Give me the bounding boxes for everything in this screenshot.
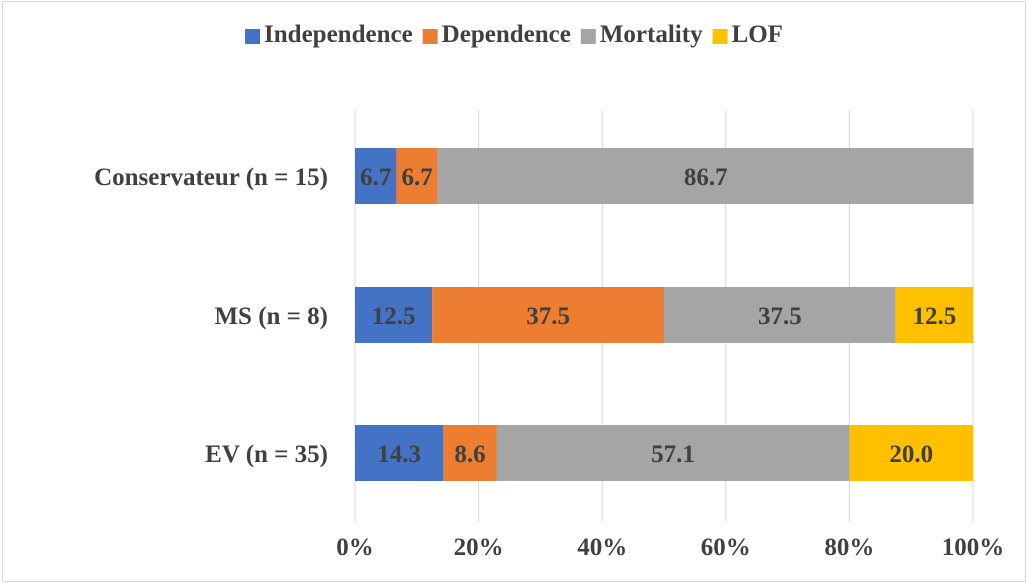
x-tick-label: 0%	[336, 534, 374, 561]
bar-row-conservateur-n-15: 6.7 6.7 86.7	[355, 148, 974, 204]
legend-item-independence: Independence	[245, 21, 413, 48]
y-axis-labels: Conservateur (n = 15) MS (n = 8) EV (n = 3…	[94, 164, 328, 468]
bar-segment-mortality	[496, 425, 850, 481]
stacked-bar-chart: Independence Dependence Mortality LOF 6.7 6.…	[94, 21, 1004, 561]
bar-segment-mortality	[664, 287, 896, 343]
bar-segment-independence	[355, 148, 397, 204]
bar-segment-mortality	[437, 148, 974, 204]
category-label: EV (n = 35)	[205, 441, 328, 468]
legend: Independence Dependence Mortality LOF	[245, 21, 783, 48]
legend-item-lof: LOF	[712, 21, 783, 48]
x-tick-label: 20%	[454, 534, 504, 561]
bar-segment-lof	[849, 425, 973, 481]
bar-segment-independence	[355, 287, 433, 343]
category-label: MS (n = 8)	[214, 303, 328, 330]
legend-swatch	[422, 29, 438, 44]
legend-label: Dependence	[442, 21, 571, 48]
x-tick-label: 40%	[577, 534, 627, 561]
legend-swatch	[580, 29, 596, 44]
legend-label: Mortality	[600, 21, 703, 48]
data-label-dependence: 6.7	[401, 164, 432, 191]
legend-swatch	[245, 29, 261, 44]
data-label-independence: 14.3	[377, 441, 421, 468]
bar-row-ev-n-35: 14.3 8.6 57.1 20.0	[355, 425, 973, 481]
bar-segment-dependence	[432, 287, 664, 343]
data-label-mortality: 86.7	[684, 164, 728, 191]
data-label-lof: 20.0	[889, 441, 933, 468]
legend-swatch	[712, 29, 728, 44]
x-tick-label: 80%	[824, 534, 874, 561]
data-label-independence: 6.7	[360, 164, 391, 191]
legend-item-mortality: Mortality	[580, 21, 703, 48]
legend-label: LOF	[732, 21, 783, 48]
category-label: Conservateur (n = 15)	[94, 164, 328, 191]
bar-segment-independence	[355, 425, 444, 481]
x-tick-label: 100%	[942, 534, 1005, 561]
bars: 6.7 6.7 86.7 12.5 37.5 37.5 12.5 14.3 8.6 57.1 20.…	[355, 148, 974, 481]
data-label-mortality: 57.1	[651, 441, 695, 468]
bar-segment-dependence	[396, 148, 438, 204]
data-label-independence: 12.5	[372, 303, 416, 330]
legend-item-dependence: Dependence	[422, 21, 571, 48]
bar-segment-dependence	[443, 425, 497, 481]
data-label-mortality: 37.5	[758, 303, 802, 330]
x-tick-label: 60%	[701, 534, 751, 561]
x-axis-tick-labels: 0% 20% 40% 60% 80% 100%	[336, 534, 1004, 561]
data-label-dependence: 37.5	[526, 303, 570, 330]
data-label-dependence: 8.6	[454, 441, 485, 468]
data-label-lof: 12.5	[913, 303, 957, 330]
bar-row-ms-n-8: 12.5 37.5 37.5 12.5	[355, 287, 973, 343]
bar-segment-lof	[895, 287, 973, 343]
legend-label: Independence	[264, 21, 413, 48]
